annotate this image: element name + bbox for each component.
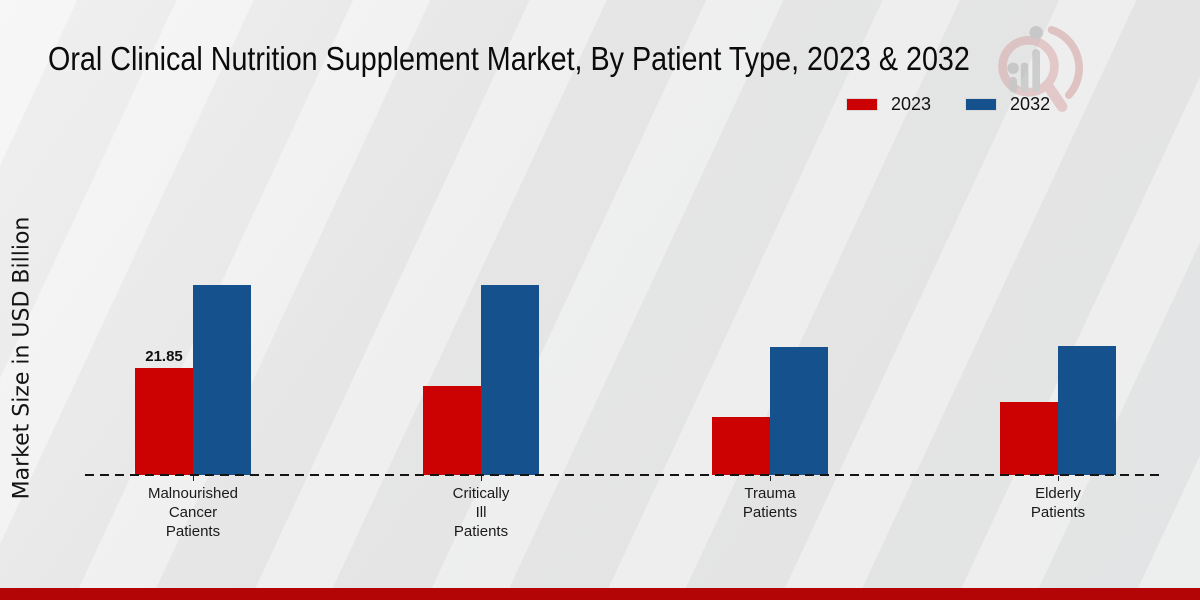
bar-2032-2 [770, 347, 828, 475]
category-label: Critically Ill Patients [452, 485, 510, 540]
x-axis-tick [770, 476, 771, 481]
x-axis-tick [481, 476, 482, 481]
bar-value-label: 21.85 [145, 348, 183, 365]
legend-swatch-2023 [846, 98, 878, 111]
bar-2023-2 [712, 417, 770, 475]
legend-item-2023: 2023 [846, 94, 931, 115]
x-axis-tick [193, 476, 194, 481]
bar-2023-0 [135, 368, 193, 475]
bar-2023-1 [423, 386, 481, 475]
bar-2032-3 [1058, 346, 1116, 475]
category-label: Trauma Patients [742, 485, 798, 521]
legend: 2023 2032 [846, 94, 1050, 115]
legend-item-2032: 2032 [965, 94, 1050, 115]
x-axis-tick [1058, 476, 1059, 481]
legend-label: 2032 [1010, 94, 1051, 114]
category-label: Malnourished Cancer Patients [147, 485, 239, 540]
bar-2032-0 [193, 285, 251, 475]
chart-title: Oral Clinical Nutrition Supplement Marke… [48, 40, 970, 77]
footer-accent-bar [0, 588, 1200, 600]
legend-label: 2023 [891, 94, 932, 114]
category-label: Elderly Patients [1030, 485, 1086, 521]
magnifier-growth-chart-logo-icon [998, 25, 1084, 112]
bar-2023-3 [1000, 402, 1058, 475]
legend-swatch-2032 [965, 98, 998, 111]
x-axis-baseline [85, 474, 1165, 476]
bar-2032-1 [481, 285, 539, 475]
